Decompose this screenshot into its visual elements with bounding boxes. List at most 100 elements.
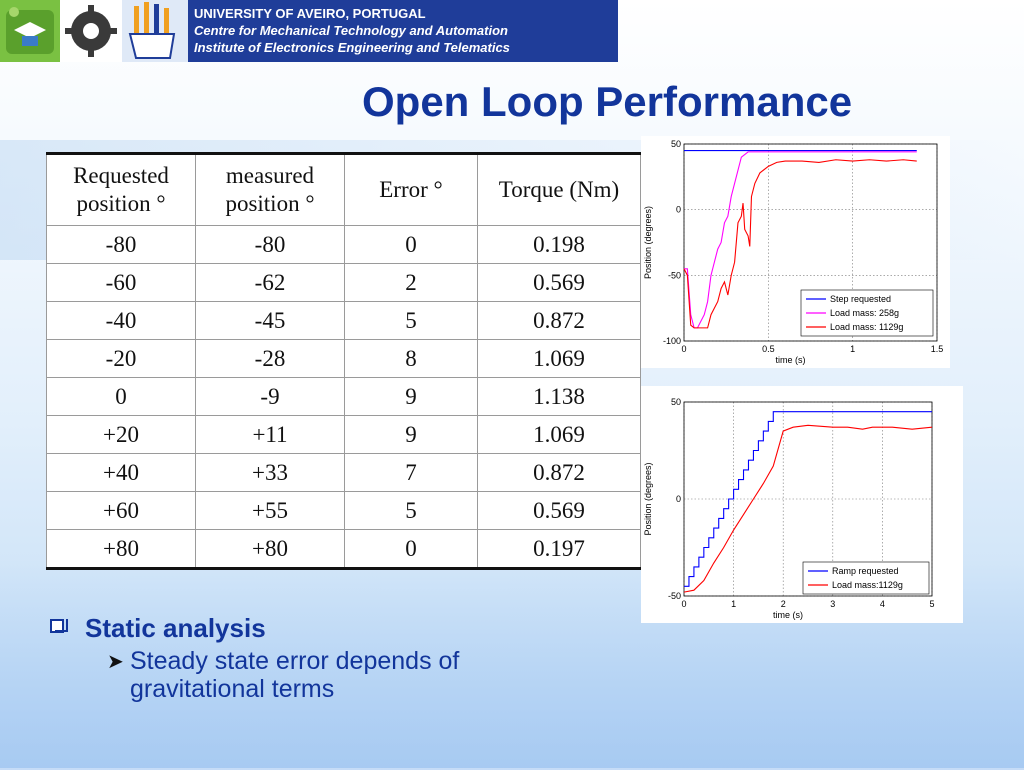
university-name: UNIVERSITY OF AVEIRO, PORTUGAL: [194, 6, 426, 21]
table-cell: -80: [46, 225, 196, 264]
arrow-bullet-icon: ➤: [107, 651, 124, 673]
performance-table: Requested position ° measured position °…: [46, 152, 641, 570]
table-cell: +40: [46, 453, 196, 492]
table-cell: 0.569: [477, 263, 641, 302]
header-banner: UNIVERSITY OF AVEIRO, PORTUGAL Centre fo…: [0, 0, 618, 62]
table-cell: +60: [46, 491, 196, 530]
legend-entry: Ramp requested: [832, 566, 899, 576]
x-axis-label: time (s): [773, 610, 803, 620]
table-cell: 8: [344, 339, 478, 378]
y-tick-label: -50: [668, 591, 681, 601]
table-cell: -9: [195, 377, 345, 416]
ramp-response-plot: 0 1 2 3 4 5 -50 0 50 time (s) Position (degrees) Ra…: [641, 386, 963, 623]
table-header-cell: measured position °: [195, 152, 345, 226]
y-tick-label: 50: [671, 139, 681, 149]
table-row: +80 +80 0 0.197: [46, 529, 641, 570]
table-cell: +80: [195, 529, 345, 570]
table-cell: +33: [195, 453, 345, 492]
table-cell: -40: [46, 301, 196, 340]
x-tick-label: 1: [731, 599, 736, 609]
centre-name: Centre for Mechanical Technology and Aut…: [194, 23, 508, 38]
plot-frame: [683, 401, 933, 597]
legend-entry: Step requested: [830, 294, 891, 304]
table-header-row: Requested position ° measured position °…: [46, 152, 641, 226]
x-tick-label: 0: [681, 344, 686, 354]
table-cell: 9: [344, 377, 478, 416]
step-response-plot: 0 0.5 1 1.5 -100 -50 0 50 time (s) Position (degr…: [641, 136, 950, 368]
table-cell: 0.197: [477, 529, 641, 570]
table-row: -60 -62 2 0.569: [46, 263, 641, 302]
table-cell: 0: [344, 529, 478, 570]
table-row: -20 -28 8 1.069: [46, 339, 641, 378]
university-logo-icon: [0, 0, 60, 62]
table-cell: 0: [46, 377, 196, 416]
x-tick-label: 1.5: [931, 344, 944, 354]
table-cell: 0.872: [477, 453, 641, 492]
hand-logo-icon: [122, 0, 188, 62]
y-axis-label: Position (degrees): [643, 206, 653, 279]
x-tick-label: 0.5: [762, 344, 775, 354]
table-cell: 1.069: [477, 339, 641, 378]
legend-entry: Load mass:1129g: [832, 580, 903, 590]
y-tick-label: -100: [663, 336, 681, 346]
x-tick-label: 5: [929, 599, 934, 609]
legend-entry: Load mass: 258g: [830, 308, 899, 318]
table-cell: 0.569: [477, 491, 641, 530]
institute-name: Institute of Electronics Engineering and…: [194, 40, 510, 55]
table-header-cell: Requested position °: [46, 152, 196, 226]
table-cell: +20: [46, 415, 196, 454]
table-cell: -62: [195, 263, 345, 302]
gear-logo-icon: [62, 0, 120, 62]
legend-entry: Load mass: 1129g: [830, 322, 903, 332]
y-tick-label: 50: [671, 397, 681, 407]
plot-frame: [683, 143, 938, 342]
x-tick-label: 0: [681, 599, 686, 609]
step-response-chart: 0 0.5 1 1.5 -100 -50 0 50 time (s) Position (degr…: [643, 139, 944, 365]
table-cell: 9: [344, 415, 478, 454]
table-cell: 2: [344, 263, 478, 302]
table-cell: +80: [46, 529, 196, 570]
table-cell: +11: [195, 415, 345, 454]
y-axis-label: Position (degrees): [643, 462, 653, 535]
table-cell: 0.872: [477, 301, 641, 340]
series-line: [683, 159, 917, 329]
y-tick-label: -50: [668, 270, 681, 280]
table-cell: 1.069: [477, 415, 641, 454]
table-header-cell: Error °: [344, 152, 478, 226]
table-cell: 0.198: [477, 225, 641, 264]
sub-bullet-item: ➤ Steady state error depends of gravitat…: [50, 647, 610, 703]
table-row: +40 +33 7 0.872: [46, 453, 641, 492]
bullet-text: Static analysis: [85, 613, 266, 643]
sub-bullet-text: Steady state error depends of gravitatio…: [130, 647, 460, 703]
series-line: [683, 424, 933, 593]
table-cell: +55: [195, 491, 345, 530]
table-cell: 5: [344, 491, 478, 530]
y-tick-label: 0: [676, 205, 681, 215]
slide-title: Open Loop Performance: [362, 78, 853, 125]
table-cell: 1.138: [477, 377, 641, 416]
table-row: -40 -45 5 0.872: [46, 301, 641, 340]
legend-box: [802, 561, 930, 595]
y-tick-label: 0: [676, 494, 681, 504]
series-line: [684, 411, 932, 587]
x-tick-label: 1: [850, 344, 855, 354]
table-cell: 7: [344, 453, 478, 492]
table-cell: -20: [46, 339, 196, 378]
table-cell: 0: [344, 225, 478, 264]
bullet-item: Static analysis: [50, 613, 610, 647]
x-axis-label: time (s): [776, 355, 806, 365]
table-row: 0 -9 9 1.138: [46, 377, 641, 416]
x-tick-label: 4: [880, 599, 885, 609]
table-cell: -60: [46, 263, 196, 302]
table-row: +60 +55 5 0.569: [46, 491, 641, 530]
checkbox-bullet-icon: [50, 619, 68, 633]
table-cell: 5: [344, 301, 478, 340]
bullet-list: Static analysis ➤ Steady state error dep…: [50, 613, 610, 703]
table-cell: -45: [195, 301, 345, 340]
institution-banner: UNIVERSITY OF AVEIRO, PORTUGAL Centre fo…: [188, 0, 618, 62]
table-row: -80 -80 0 0.198: [46, 225, 641, 264]
x-tick-label: 3: [830, 599, 835, 609]
table-header-cell: Torque (Nm): [477, 152, 641, 226]
table-row: +20 +11 9 1.069: [46, 415, 641, 454]
